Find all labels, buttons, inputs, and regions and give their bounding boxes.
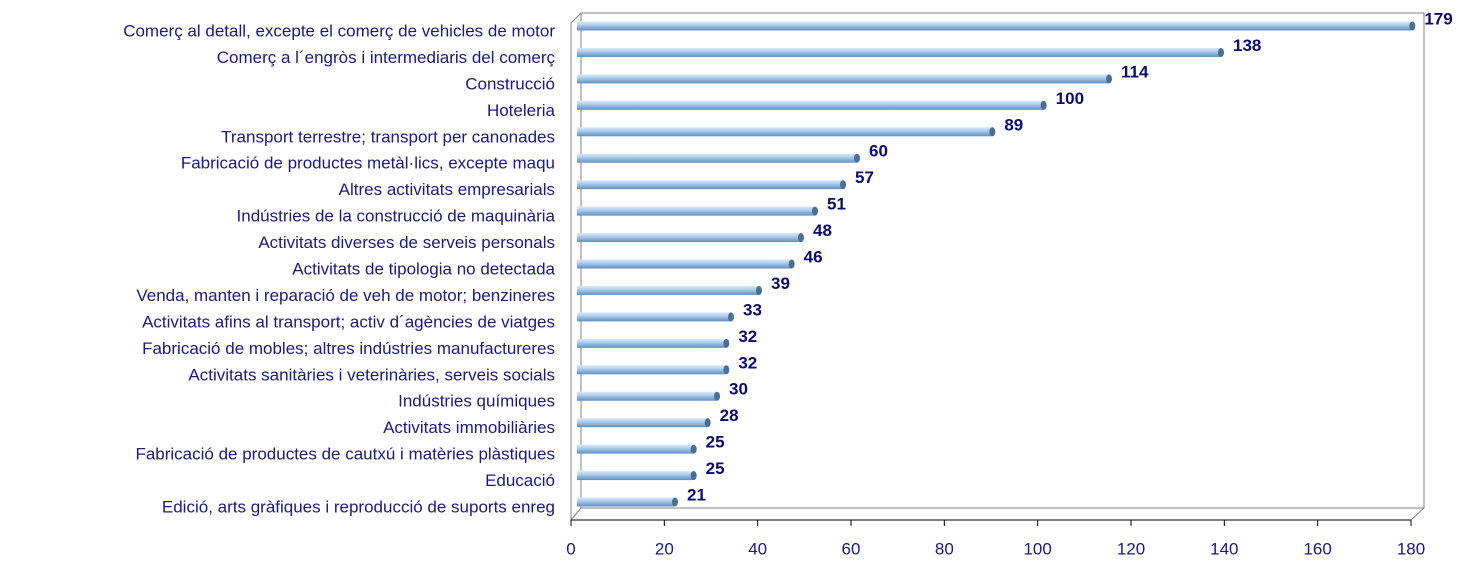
value-label: 114 bbox=[1121, 62, 1149, 81]
value-label: 25 bbox=[706, 433, 725, 452]
bar bbox=[577, 444, 697, 454]
bar bbox=[577, 312, 734, 322]
y-tick-label: Comerç al detall, excepte el comerç de v… bbox=[123, 21, 555, 40]
x-tick-label: 40 bbox=[748, 539, 767, 558]
bar bbox=[577, 338, 730, 348]
bar bbox=[577, 127, 996, 137]
bar bbox=[577, 471, 697, 481]
value-label: 32 bbox=[738, 353, 757, 372]
y-tick-label: Venda, manten i reparació de veh de moto… bbox=[136, 286, 555, 305]
y-tick-label: Activitats de tipologia no detectada bbox=[292, 259, 555, 278]
y-tick-label: Altres activitats empresarials bbox=[339, 180, 555, 199]
value-label: 60 bbox=[869, 142, 888, 161]
y-tick-label: Activitats afins al transport; activ d´a… bbox=[142, 312, 555, 331]
bar bbox=[577, 259, 795, 269]
value-label: 28 bbox=[720, 406, 739, 425]
x-tick-label: 80 bbox=[935, 539, 954, 558]
y-tick-label: Comerç a l´engròs i intermediaris del co… bbox=[217, 48, 556, 67]
bar bbox=[577, 74, 1112, 84]
y-tick-label: Fabricació de productes de cautxú i matè… bbox=[135, 445, 555, 464]
bar bbox=[577, 180, 846, 190]
bar bbox=[577, 206, 818, 216]
bar bbox=[577, 47, 1224, 57]
x-tick-label: 20 bbox=[655, 539, 674, 558]
bar bbox=[577, 153, 860, 163]
value-label: 138 bbox=[1233, 36, 1261, 55]
value-label: 21 bbox=[687, 485, 706, 504]
y-tick-label: Activitats immobiliàries bbox=[383, 418, 555, 437]
y-tick-label: Transport terrestre; transport per canon… bbox=[221, 127, 555, 146]
value-label: 89 bbox=[1004, 115, 1023, 134]
bar bbox=[577, 233, 804, 243]
value-label: 25 bbox=[706, 459, 725, 478]
value-label: 57 bbox=[855, 168, 874, 187]
x-tick-label: 60 bbox=[842, 539, 861, 558]
x-tick-label: 0 bbox=[566, 539, 575, 558]
x-tick-label: 100 bbox=[1023, 539, 1051, 558]
value-label: 100 bbox=[1056, 89, 1084, 108]
value-label: 46 bbox=[804, 247, 823, 266]
bar bbox=[577, 100, 1047, 110]
value-label: 39 bbox=[771, 274, 790, 293]
bar bbox=[577, 285, 762, 295]
value-label: 48 bbox=[813, 221, 832, 240]
value-label: 30 bbox=[729, 380, 748, 399]
value-label: 32 bbox=[738, 327, 757, 346]
y-tick-label: Activitats diverses de serveis personals bbox=[258, 233, 555, 252]
bar bbox=[577, 391, 720, 401]
y-tick-label: Fabricació de mobles; altres indústries … bbox=[142, 339, 555, 358]
value-label: 51 bbox=[827, 195, 846, 214]
y-tick-label: Edició, arts gràfiques i reproducció de … bbox=[162, 497, 555, 516]
x-tick-label: 140 bbox=[1210, 539, 1238, 558]
y-tick-label: Activitats sanitàries i veterinàries, se… bbox=[188, 365, 555, 384]
bar bbox=[577, 365, 730, 375]
bar bbox=[577, 497, 678, 507]
bar bbox=[577, 418, 711, 428]
y-tick-label: Indústries químiques bbox=[398, 392, 555, 411]
y-tick-label: Educació bbox=[485, 471, 555, 490]
x-tick-label: 120 bbox=[1117, 539, 1145, 558]
value-label: 179 bbox=[1424, 9, 1452, 28]
x-tick-label: 160 bbox=[1303, 539, 1331, 558]
value-label: 33 bbox=[743, 300, 762, 319]
bar bbox=[577, 21, 1416, 31]
y-tick-label: Construcció bbox=[465, 74, 555, 93]
y-tick-label: Fabricació de productes metàl·lics, exce… bbox=[181, 154, 555, 173]
y-tick-label: Hoteleria bbox=[487, 101, 556, 120]
y-tick-label: Indústries de la construcció de maquinàr… bbox=[237, 207, 556, 226]
x-tick-label: 180 bbox=[1397, 539, 1425, 558]
